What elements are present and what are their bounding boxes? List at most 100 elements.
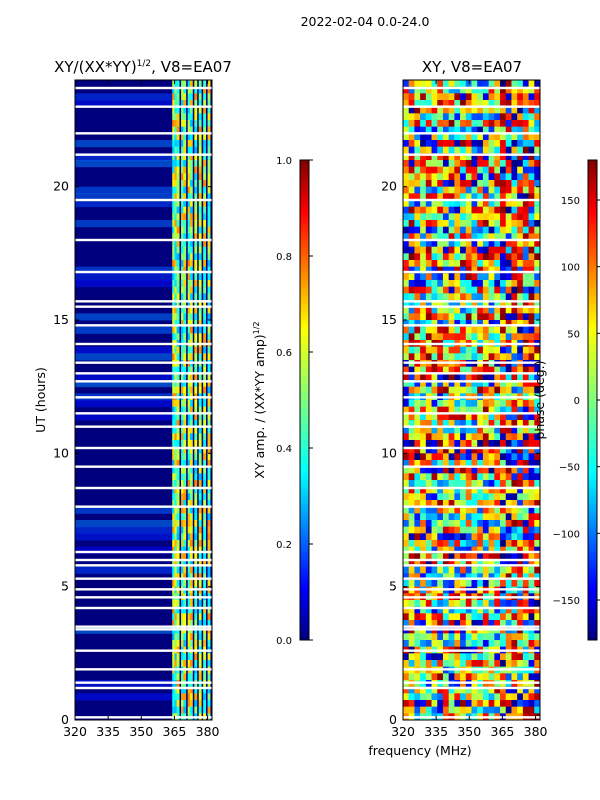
heatmap-cell xyxy=(488,100,495,108)
heatmap-cell xyxy=(500,166,507,174)
heatmap-cell xyxy=(534,453,541,461)
heatmap-cell xyxy=(203,506,207,514)
heatmap-cell xyxy=(534,133,541,141)
heatmap-cell xyxy=(403,500,410,508)
heatmap-cell xyxy=(425,226,433,234)
heatmap-cell xyxy=(183,126,187,134)
heatmap-cell xyxy=(471,426,478,434)
heatmap-cell xyxy=(176,566,180,574)
heatmap-cell xyxy=(408,326,415,334)
heatmap-cell xyxy=(494,500,501,508)
heatmap-cell xyxy=(408,533,415,541)
heatmap-cell xyxy=(183,153,187,161)
heatmap-cell xyxy=(198,406,202,414)
heatmap-cell xyxy=(408,700,415,708)
heatmap-cell xyxy=(477,233,484,241)
heatmap-cell xyxy=(431,246,438,254)
heatmap-cell xyxy=(437,300,444,308)
heatmap-cell xyxy=(505,246,512,254)
heatmap-cell xyxy=(522,420,530,428)
heatmap-cell xyxy=(172,180,176,188)
heatmap-cell xyxy=(465,93,472,101)
x-tick-label: 320 xyxy=(63,724,87,739)
heatmap-cell xyxy=(414,633,421,641)
heatmap-cell xyxy=(488,480,495,488)
heatmap-cell xyxy=(403,440,410,448)
heatmap-cell xyxy=(534,233,541,241)
heatmap-cell xyxy=(176,486,180,494)
heatmap-cell xyxy=(471,466,478,474)
heatmap-cell xyxy=(203,206,207,214)
heatmap-cell xyxy=(511,106,518,114)
heatmap-cell xyxy=(408,220,415,228)
heatmap-cell xyxy=(534,486,541,494)
heatmap-cell xyxy=(442,300,450,308)
heatmap-cell xyxy=(465,366,472,374)
heatmap-cell xyxy=(183,453,187,461)
heatmap-cell xyxy=(194,526,198,534)
heatmap-cell xyxy=(517,660,524,668)
heatmap-cell xyxy=(454,633,461,641)
heatmap-cell xyxy=(176,80,180,88)
heatmap-cell xyxy=(187,206,191,214)
heatmap-cell xyxy=(198,113,202,121)
heatmap-cell xyxy=(528,460,535,468)
heatmap-cell xyxy=(437,533,444,541)
heatmap-cell xyxy=(511,166,518,174)
heatmap-cell xyxy=(187,273,191,281)
heatmap-cell xyxy=(194,366,198,374)
heatmap-cell xyxy=(500,93,507,101)
heatmap-cell xyxy=(194,566,198,574)
heatmap-cell xyxy=(477,440,484,448)
heatmap-cell xyxy=(482,233,490,241)
heatmap-cell xyxy=(187,440,191,448)
heatmap-cell xyxy=(465,246,472,254)
heatmap-cell xyxy=(181,300,184,308)
heatmap-cell xyxy=(172,533,176,541)
heatmap-cell xyxy=(454,653,461,661)
heatmap-cell xyxy=(528,306,535,314)
heatmap-cell xyxy=(181,120,184,128)
heatmap-cell xyxy=(420,93,427,101)
heatmap-cell xyxy=(442,433,450,441)
heatmap-cell xyxy=(442,160,450,168)
heatmap-cell xyxy=(442,133,450,141)
heatmap-cell xyxy=(534,320,541,328)
heatmap-cell xyxy=(448,686,455,694)
heatmap-cell xyxy=(172,466,176,474)
heatmap-cell xyxy=(183,226,187,234)
heatmap-cell xyxy=(465,460,472,468)
heatmap-cell xyxy=(511,146,518,154)
heatmap-cell xyxy=(511,526,518,534)
heatmap-cell xyxy=(187,606,191,614)
heatmap-cell xyxy=(442,286,450,294)
heatmap-cell xyxy=(511,513,518,521)
heatmap-cell xyxy=(465,673,472,681)
heatmap-cell xyxy=(425,433,433,441)
heatmap-cell xyxy=(181,366,184,374)
heatmap-cell xyxy=(488,426,495,434)
heatmap-cell xyxy=(488,600,495,608)
heatmap-cell xyxy=(183,140,187,148)
heatmap-cell xyxy=(431,193,438,201)
heatmap-cell xyxy=(494,193,501,201)
heatmap-cell xyxy=(172,413,176,421)
heatmap-cell xyxy=(198,606,202,614)
heatmap-cell xyxy=(488,493,495,501)
heatmap-cell xyxy=(482,246,490,254)
heatmap-cell xyxy=(174,353,178,361)
heatmap-cell xyxy=(534,660,541,668)
heatmap-cell xyxy=(500,580,507,588)
heatmap-cell xyxy=(431,486,438,494)
heatmap-cell xyxy=(189,320,193,328)
heatmap-cell xyxy=(75,546,173,554)
heatmap-cell xyxy=(174,546,178,554)
heatmap-cell xyxy=(448,480,455,488)
heatmap-cell xyxy=(181,526,184,534)
flagged-row xyxy=(75,305,212,308)
heatmap-cell xyxy=(194,400,198,408)
heatmap-cell xyxy=(500,100,507,108)
heatmap-cell xyxy=(187,473,191,481)
heatmap-cell xyxy=(494,613,501,621)
